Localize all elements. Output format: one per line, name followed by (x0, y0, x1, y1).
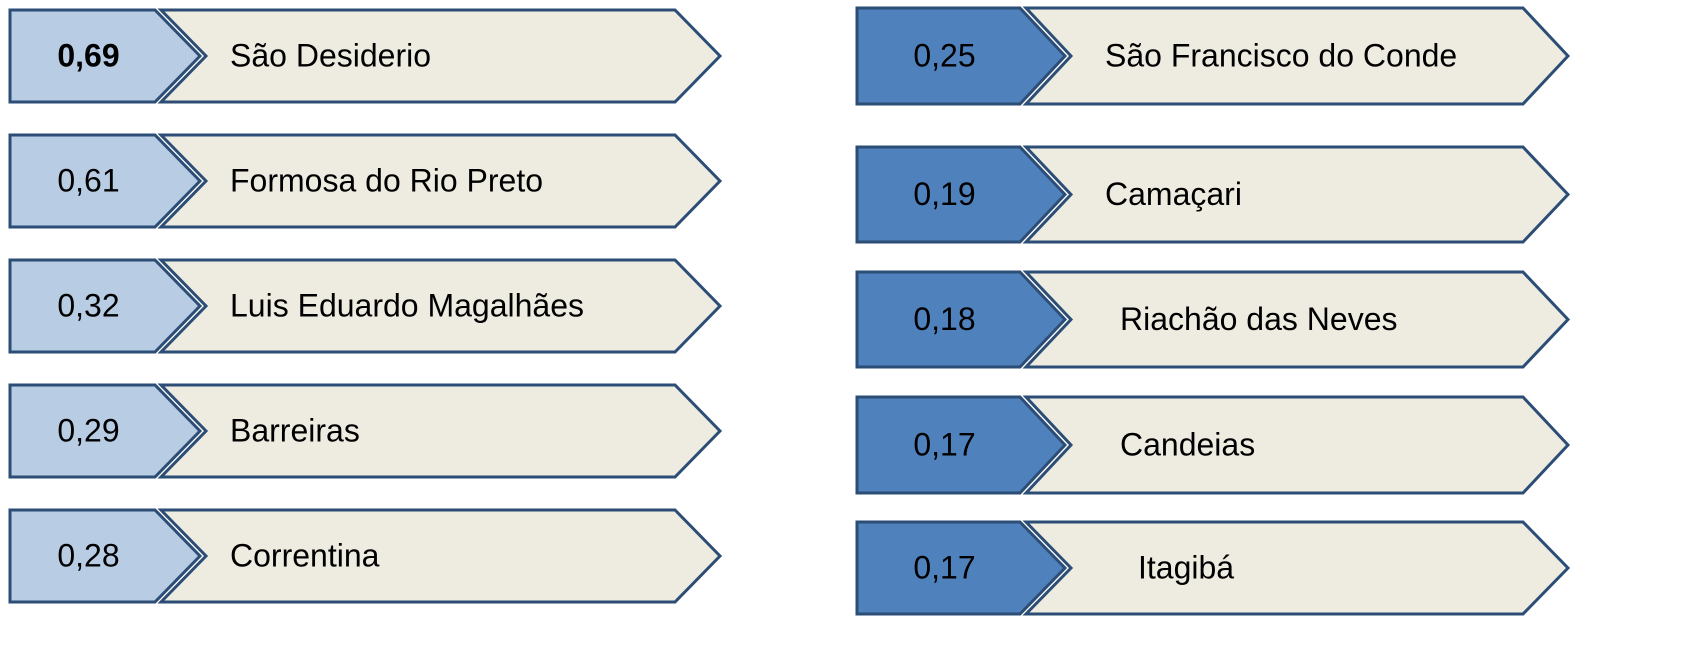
value-label: 0,69 (57, 37, 119, 73)
name-label: Luis Eduardo Magalhães (230, 287, 584, 323)
name-label: Camaçari (1105, 176, 1242, 212)
name-box (1022, 270, 1571, 369)
name-label: Formosa do Rio Preto (230, 162, 543, 198)
value-label: 0,29 (57, 412, 119, 448)
name-box (157, 8, 723, 104)
value-label: 0,25 (913, 37, 975, 73)
name-box (1022, 6, 1571, 106)
name-label: Itagibá (1138, 549, 1234, 585)
value-box (855, 145, 1068, 244)
value-box (8, 508, 203, 604)
name-box (1022, 395, 1571, 495)
name-label: Correntina (230, 537, 380, 573)
name-label: Riachão das Neves (1120, 301, 1397, 337)
value-label: 0,61 (57, 162, 119, 198)
name-box (157, 383, 723, 479)
value-label: 0,17 (913, 549, 975, 585)
value-box (855, 270, 1068, 369)
value-label: 0,28 (57, 537, 119, 573)
value-box (855, 395, 1068, 495)
name-box (1022, 145, 1571, 244)
name-box (157, 258, 723, 354)
name-label: São Francisco do Conde (1105, 37, 1457, 73)
value-box (8, 8, 203, 104)
value-box (8, 383, 203, 479)
value-box (8, 258, 203, 354)
name-box (157, 133, 723, 229)
name-label: São Desiderio (230, 37, 431, 73)
name-label: Barreiras (230, 412, 360, 448)
value-label: 0,18 (913, 301, 975, 337)
value-label: 0,32 (57, 287, 119, 323)
name-box (157, 508, 723, 604)
value-box (855, 520, 1068, 616)
value-label: 0,17 (913, 426, 975, 462)
name-label: Candeias (1120, 426, 1255, 462)
value-box (8, 133, 203, 229)
name-box (1022, 520, 1571, 616)
value-box (855, 6, 1068, 106)
value-label: 0,19 (913, 176, 975, 212)
